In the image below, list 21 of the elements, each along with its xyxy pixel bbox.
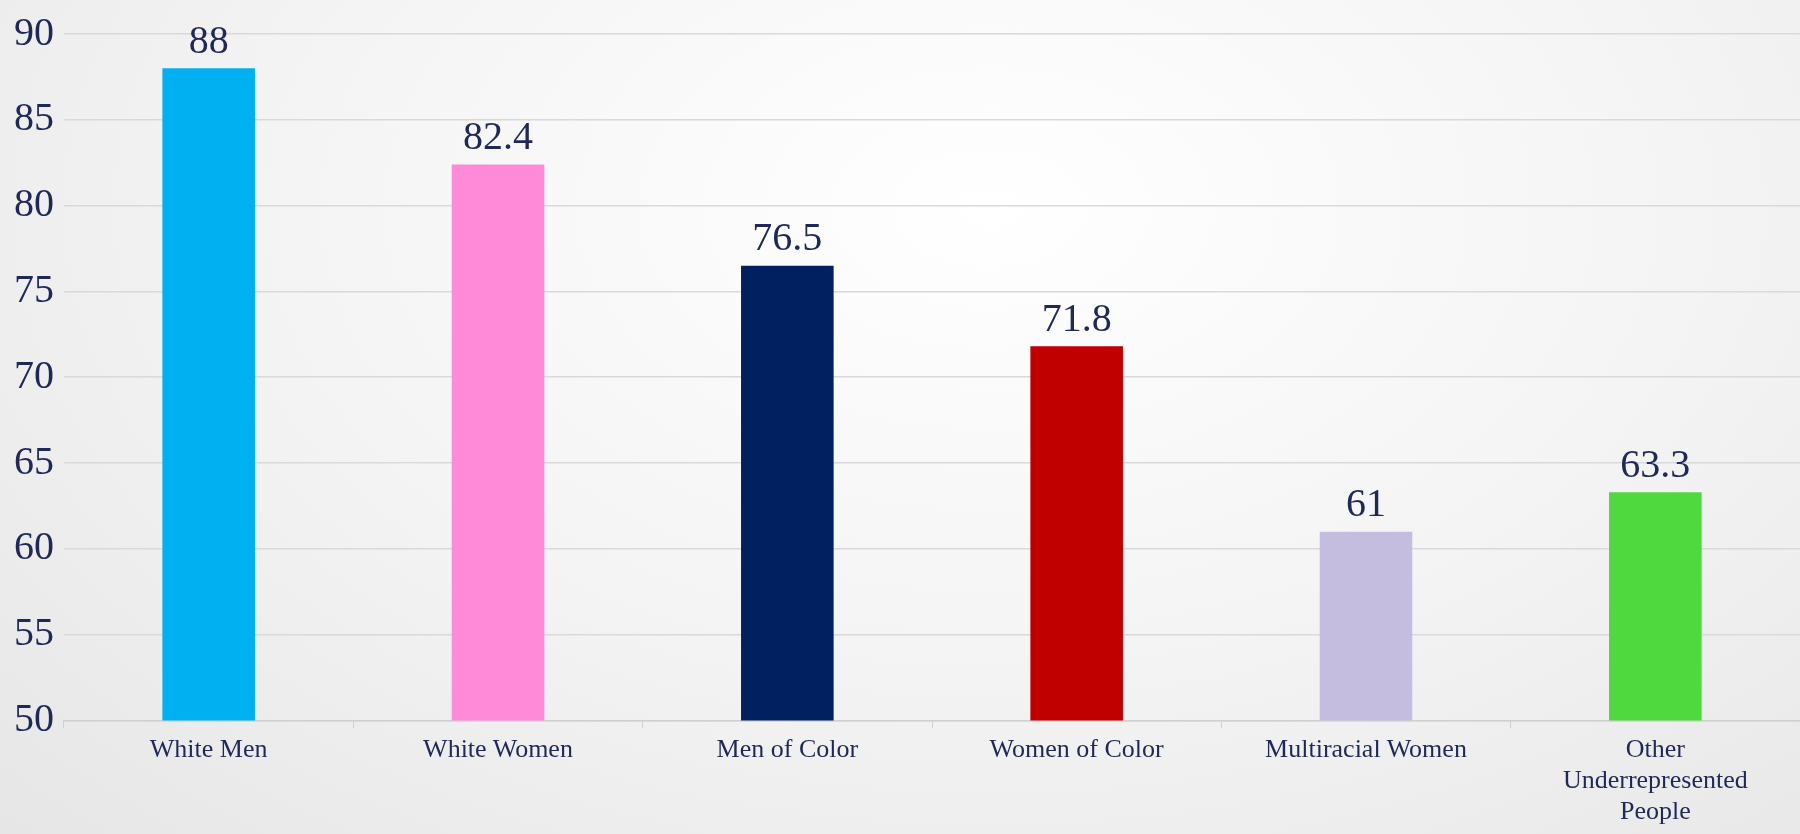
- data-label: 76.5: [752, 214, 823, 260]
- y-tick-label: 50: [14, 694, 54, 740]
- y-tick-label: 65: [14, 437, 54, 483]
- data-label: 88: [188, 16, 229, 62]
- data-label: 71.8: [1041, 294, 1112, 340]
- data-label: 82.4: [463, 112, 533, 158]
- y-tick-label: 85: [14, 94, 54, 140]
- y-tick-label: 75: [14, 265, 54, 311]
- x-tick-label: White Women: [423, 733, 573, 763]
- x-tick-label: White Men: [149, 733, 268, 763]
- data-label: 61: [1346, 480, 1386, 526]
- y-tick-label: 60: [14, 523, 54, 569]
- y-tick-label: 55: [14, 609, 54, 655]
- x-tick-label: Men of Color: [716, 733, 859, 763]
- x-tick-label: Multiracial Women: [1265, 733, 1467, 763]
- x-tick-label: Women of Color: [989, 733, 1165, 763]
- x-tick-label: Other Underrepresented People: [1562, 733, 1748, 826]
- y-tick-label: 70: [14, 351, 54, 397]
- y-tick-label: 90: [14, 8, 54, 54]
- y-tick-label: 80: [14, 180, 54, 226]
- data-label: 63.3: [1620, 440, 1691, 486]
